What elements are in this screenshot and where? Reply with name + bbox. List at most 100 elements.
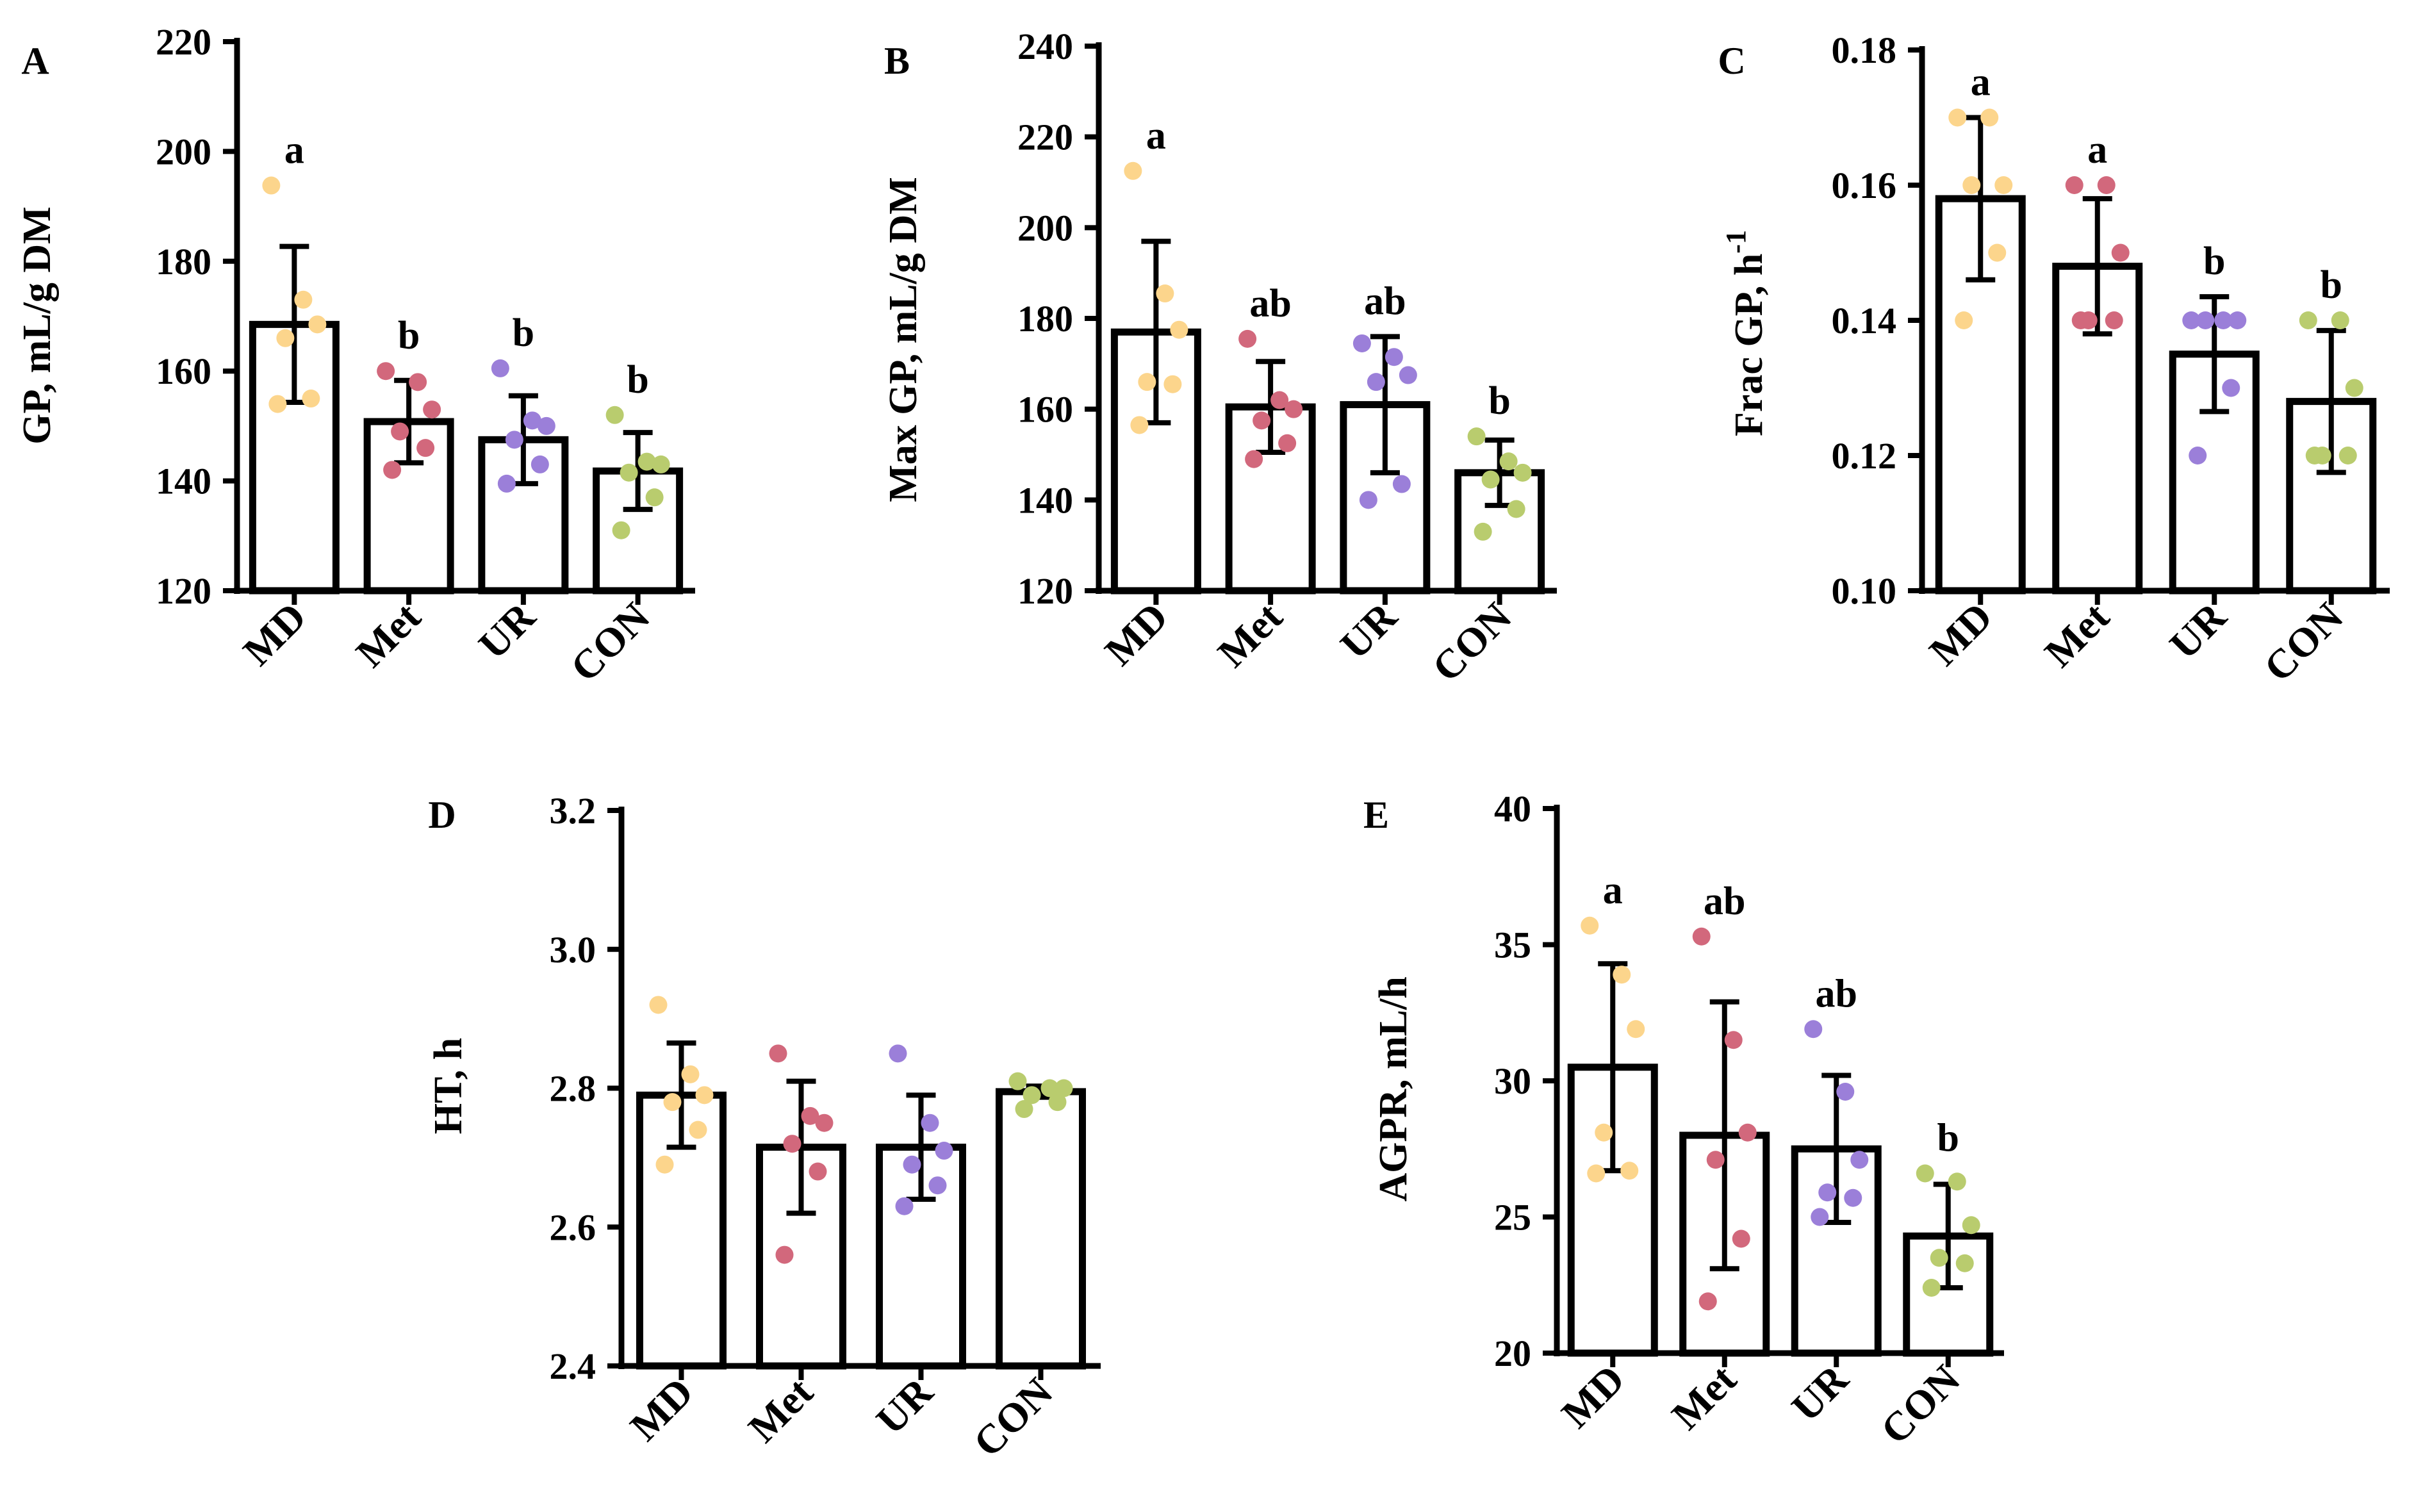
panel-d: D HT, h 2.4 2.6 2.8 3.0 3.2 MD Met UR CON	[427, 790, 1101, 1465]
data-point-a-md	[268, 395, 287, 413]
data-point-e-con	[1962, 1216, 1980, 1235]
x-tick-label-a-md: MD	[234, 594, 315, 675]
data-point-a-met	[409, 373, 427, 391]
y-axis-label-b: Max GP, mL/g DM	[882, 177, 925, 502]
data-point-d-met	[783, 1135, 801, 1153]
data-point-e-md	[1581, 916, 1599, 935]
data-point-d-con	[1015, 1100, 1033, 1119]
data-point-b-md	[1130, 416, 1149, 434]
x-tick-label-a-met: Met	[347, 593, 430, 676]
data-point-d-md	[663, 1093, 682, 1112]
data-point-d-ur	[928, 1176, 947, 1195]
data-point-c-md	[1994, 176, 2013, 194]
panel-label-b: B	[884, 40, 910, 82]
data-point-c-ur	[2214, 311, 2233, 329]
data-point-e-md	[1595, 1123, 1613, 1142]
data-point-c-met	[2097, 176, 2116, 194]
data-point-a-md	[276, 329, 295, 347]
data-point-b-ur	[1385, 348, 1403, 366]
data-point-d-md	[695, 1086, 714, 1105]
data-point-d-md	[655, 1155, 674, 1174]
significance-letter-b-met: ab	[1249, 282, 1291, 325]
y-axis-label-c: Frac GP, h-1	[1720, 230, 1771, 436]
x-tick-label-d-met: Met	[739, 1368, 822, 1451]
data-point-a-md	[302, 390, 320, 408]
data-point-e-con	[1955, 1254, 1974, 1272]
data-point-d-ur	[903, 1155, 921, 1174]
data-point-c-ur	[2196, 311, 2215, 329]
y-tick-label-d: 3.2	[550, 790, 596, 832]
significance-letter-e-ur: ab	[1816, 972, 1857, 1015]
bar-d-con	[996, 1088, 1086, 1370]
x-tick-label-b-met: Met	[1209, 593, 1292, 676]
data-point-c-con	[2331, 311, 2349, 329]
x-tick-label-e-met: Met	[1663, 1356, 1746, 1438]
significance-letter-e-con: b	[1937, 1117, 1959, 1160]
data-point-b-met	[1270, 391, 1289, 409]
data-point-e-ur	[1811, 1208, 1829, 1226]
data-point-b-ur	[1367, 373, 1385, 391]
y-tick-label-b: 200	[1017, 207, 1073, 249]
data-point-b-met	[1285, 400, 1303, 418]
data-point-e-md	[1587, 1164, 1606, 1183]
data-point-d-met	[809, 1162, 827, 1181]
x-tick-label-c-ur: UR	[2161, 593, 2235, 668]
data-point-e-ur	[1804, 1020, 1823, 1039]
y-tick-label-a: 180	[156, 241, 211, 283]
significance-letter-a-ur: b	[513, 311, 534, 355]
data-point-e-con	[1930, 1249, 1948, 1267]
significance-letter-e-met: ab	[1704, 880, 1745, 923]
data-point-a-con	[620, 463, 638, 482]
data-point-d-ur	[921, 1113, 939, 1132]
panel-b: B Max GP, mL/g DM a ab ab b 120 140 160 180 200 2…	[882, 26, 1557, 690]
data-point-c-ur	[2182, 311, 2201, 329]
data-point-d-md	[649, 996, 668, 1014]
data-point-b-md	[1156, 284, 1174, 303]
significance-letter-a-md: a	[284, 129, 304, 172]
x-tick-label-b-ur: UR	[1331, 593, 1406, 668]
y-tick-label-e: 40	[1494, 788, 1531, 830]
data-point-b-con	[1499, 452, 1518, 471]
data-point-e-ur	[1836, 1083, 1855, 1101]
data-point-c-md	[1962, 176, 1981, 194]
data-point-c-con	[2305, 447, 2324, 464]
y-tick-label-a: 120	[156, 570, 211, 612]
y-tick-label-a: 200	[156, 131, 211, 172]
data-point-b-met	[1278, 434, 1297, 452]
x-tick-label-b-con: CON	[1424, 594, 1520, 691]
data-point-e-met	[1706, 1151, 1725, 1169]
data-point-b-met	[1245, 450, 1263, 468]
panel-c: C Frac GP, h-1 a a b b 0.10 0.12 0.14 0.16 0.18 M…	[1718, 29, 2390, 690]
y-tick-label-a: 160	[156, 350, 211, 392]
significance-letter-b-md: a	[1146, 114, 1166, 158]
panel-label-d: D	[428, 794, 456, 836]
data-point-e-con	[1922, 1279, 1941, 1297]
data-point-d-con	[1040, 1079, 1059, 1097]
significance-letter-c-md: a	[1971, 61, 1991, 104]
data-point-b-met	[1238, 329, 1257, 348]
significance-letter-c-con: b	[2321, 263, 2342, 307]
data-point-d-met	[769, 1044, 787, 1063]
data-point-e-ur	[1844, 1188, 1862, 1207]
data-point-a-met	[377, 362, 395, 381]
y-tick-label-c: 0.18	[1832, 29, 1897, 71]
panel-a: A GP, mL/g DM a b b b 120 140 160 180 200 220 MD Me…	[15, 21, 695, 690]
data-point-c-ur	[2189, 447, 2207, 464]
y-axis-label-c-sup: -1	[1720, 230, 1752, 254]
x-tick-label-c-md: MD	[1921, 594, 2001, 675]
data-point-a-md	[308, 315, 327, 334]
data-point-a-met	[423, 400, 441, 419]
data-point-a-ur	[497, 474, 516, 493]
y-axis-label-c-main: Frac GP, h	[1727, 254, 1771, 436]
x-tick-label-a-ur: UR	[470, 593, 544, 668]
data-point-c-md	[1988, 243, 2007, 262]
y-axis-label-e: AGPR, mL/h	[1372, 976, 1415, 1201]
x-tick-label-e-ur: UR	[1783, 1356, 1857, 1430]
y-tick-label-b: 120	[1017, 570, 1073, 612]
y-tick-label-b: 240	[1017, 26, 1073, 67]
data-point-a-con	[645, 488, 664, 507]
significance-letter-e-md: a	[1603, 869, 1623, 912]
data-point-e-ur	[1850, 1151, 1869, 1169]
bar-c-met	[2052, 263, 2143, 595]
